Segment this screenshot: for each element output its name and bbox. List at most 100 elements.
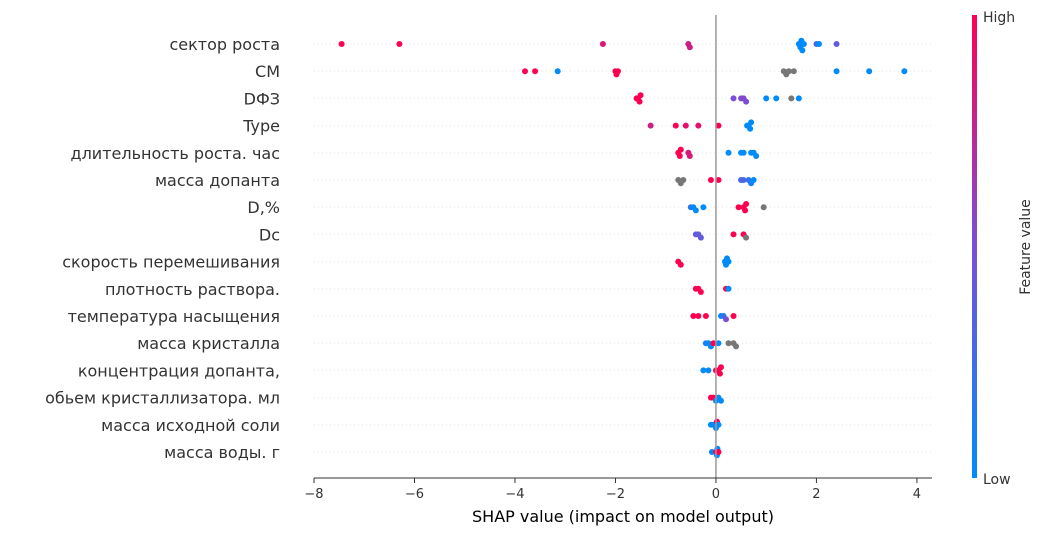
x-tick-label: 2 — [812, 487, 820, 502]
data-point — [730, 231, 737, 238]
data-point — [753, 153, 760, 159]
data-point — [715, 449, 722, 455]
data-point — [396, 41, 403, 47]
feature-label: масса кристалла — [137, 334, 280, 353]
x-tick-label: −8 — [304, 487, 323, 502]
data-point — [702, 313, 709, 319]
data-point — [747, 125, 754, 132]
data-point — [636, 98, 643, 105]
data-point — [799, 47, 806, 54]
data-point — [743, 98, 750, 105]
data-point — [692, 207, 699, 214]
data-point — [743, 201, 750, 207]
data-point — [338, 41, 345, 47]
x-axis-title: SHAP value (impact on model output) — [472, 507, 774, 526]
data-point — [700, 367, 707, 374]
data-point — [599, 41, 606, 47]
data-point — [735, 204, 742, 211]
data-point — [522, 68, 529, 75]
data-point — [725, 149, 732, 156]
data-point — [697, 289, 704, 295]
data-point — [740, 177, 747, 183]
data-point — [637, 92, 644, 99]
data-point — [700, 204, 707, 211]
data-points — [338, 37, 908, 459]
feature-rows: сектор роста СМ DФЗ Type длительность роста.… — [45, 35, 932, 462]
data-point — [676, 153, 683, 159]
data-point — [743, 234, 750, 241]
data-point — [707, 177, 714, 183]
data-point — [773, 95, 780, 102]
data-point — [760, 204, 767, 211]
x-tick-label: 0 — [712, 487, 720, 502]
data-point — [686, 153, 693, 159]
data-point — [695, 122, 702, 129]
data-point — [740, 149, 747, 156]
data-point — [730, 95, 737, 102]
data-point — [695, 313, 702, 319]
x-tick-label: −2 — [606, 487, 625, 502]
data-point — [742, 207, 749, 214]
data-point — [715, 421, 722, 428]
feature-label: Dc — [259, 225, 280, 244]
data-point — [716, 370, 723, 377]
data-point — [554, 68, 561, 75]
data-point — [750, 177, 757, 183]
data-point — [686, 44, 693, 51]
data-point — [790, 68, 797, 75]
data-point — [710, 340, 717, 347]
feature-label: Type — [242, 117, 280, 136]
feature-label: масса воды. г — [164, 443, 280, 462]
data-point — [733, 343, 740, 350]
colorbar-low-label: Low — [983, 472, 1011, 488]
data-point — [866, 68, 873, 75]
data-point — [672, 122, 679, 129]
colorbar: High Low Feature value — [972, 10, 1034, 488]
feature-label: DФЗ — [244, 89, 280, 108]
data-point — [725, 258, 732, 265]
feature-label: скорость перемешивания — [62, 253, 280, 272]
data-point — [748, 119, 755, 126]
data-point — [682, 122, 689, 129]
data-point — [715, 177, 722, 183]
data-point — [723, 316, 729, 323]
x-tick-label: 4 — [913, 487, 921, 502]
data-point — [705, 367, 712, 374]
data-point — [785, 68, 792, 75]
data-point — [800, 41, 807, 47]
x-tick-label: −6 — [405, 487, 424, 502]
colorbar-gradient — [972, 15, 977, 478]
x-axis: −8 −6 −4 −2 0 2 4 — [304, 477, 932, 502]
data-point — [677, 146, 684, 153]
data-point — [795, 95, 802, 102]
data-point — [697, 234, 704, 241]
data-point — [833, 68, 840, 75]
x-tick-label: −4 — [505, 487, 524, 502]
data-point — [680, 177, 687, 183]
data-point — [833, 41, 840, 47]
data-point — [788, 95, 795, 102]
feature-label: масса допанта — [155, 171, 280, 190]
feature-label: температура насыщения — [68, 307, 280, 326]
data-point — [715, 340, 722, 347]
data-point — [717, 364, 724, 371]
data-point — [763, 95, 770, 102]
data-point — [715, 122, 722, 129]
colorbar-high-label: High — [983, 10, 1015, 26]
feature-label: сектор роста — [169, 35, 280, 54]
data-point — [690, 313, 697, 319]
data-point — [614, 68, 621, 75]
data-point — [725, 340, 732, 347]
feature-label: D,% — [247, 198, 280, 217]
feature-label: масса исходной соли — [101, 416, 280, 435]
feature-label: плотность раствора. — [105, 280, 280, 299]
feature-label: концентрация допанта, — [78, 361, 280, 380]
data-point — [815, 41, 822, 47]
data-point — [730, 313, 737, 319]
data-point — [717, 397, 724, 404]
data-point — [677, 261, 684, 268]
data-point — [725, 285, 732, 292]
colorbar-title: Feature value — [1018, 199, 1034, 295]
data-point — [901, 68, 908, 75]
